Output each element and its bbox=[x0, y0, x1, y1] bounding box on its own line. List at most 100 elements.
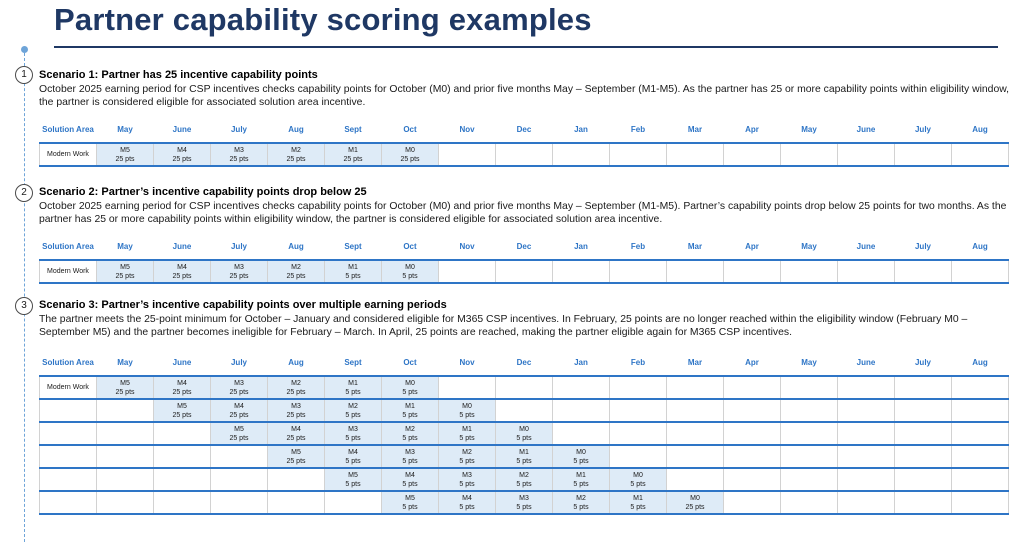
empty-cell bbox=[780, 376, 838, 400]
empty-cell bbox=[780, 422, 838, 446]
solution-area-cell bbox=[39, 491, 97, 515]
period-label: M1 bbox=[348, 379, 358, 387]
empty-cell bbox=[495, 143, 553, 167]
scenario-1-number: 1 bbox=[15, 66, 33, 84]
points-cell: M5 5 pts bbox=[381, 491, 439, 515]
column-header-month: Dec bbox=[495, 118, 553, 144]
points-value: 5 pts bbox=[630, 503, 646, 511]
points-value: 5 pts bbox=[459, 503, 475, 511]
column-header-month: June bbox=[153, 351, 211, 377]
empty-cell bbox=[153, 491, 211, 515]
empty-cell bbox=[552, 376, 610, 400]
empty-cell bbox=[837, 260, 895, 284]
empty-cell bbox=[666, 399, 724, 423]
points-cell: M5 25 pts bbox=[96, 260, 154, 284]
empty-cell bbox=[96, 491, 154, 515]
empty-cell bbox=[780, 491, 838, 515]
empty-cell bbox=[837, 445, 895, 469]
column-header-month: July bbox=[894, 351, 952, 377]
points-cell: M2 5 pts bbox=[381, 422, 439, 446]
points-cell: M3 25 pts bbox=[267, 399, 325, 423]
column-header-month: May bbox=[780, 235, 838, 261]
column-header-month: July bbox=[210, 118, 268, 144]
points-value: 25 pts bbox=[400, 155, 420, 163]
period-label: M1 bbox=[576, 471, 586, 479]
points-value: 5 pts bbox=[402, 411, 418, 419]
points-cell: M2 5 pts bbox=[324, 399, 382, 423]
period-label: M4 bbox=[234, 402, 244, 410]
points-value: 5 pts bbox=[402, 388, 418, 396]
empty-cell bbox=[210, 445, 268, 469]
table-row: M5 25 pts M4 25 pts M3 25 pts M2 5 pts M1 5 pts M0… bbox=[39, 399, 1009, 423]
column-header-month: Jan bbox=[552, 235, 610, 261]
column-header-month: May bbox=[780, 118, 838, 144]
column-header-month: Apr bbox=[723, 235, 781, 261]
empty-cell bbox=[495, 260, 553, 284]
column-header-month: Aug bbox=[951, 351, 1009, 377]
points-cell: M4 5 pts bbox=[324, 445, 382, 469]
points-value: 25 pts bbox=[685, 503, 705, 511]
points-cell: M5 25 pts bbox=[153, 399, 211, 423]
empty-cell bbox=[666, 376, 724, 400]
points-value: 25 pts bbox=[172, 411, 192, 419]
period-label: M5 bbox=[405, 494, 415, 502]
column-header-month: Mar bbox=[666, 118, 724, 144]
points-cell: M0 5 pts bbox=[495, 422, 553, 446]
points-cell: M5 25 pts bbox=[267, 445, 325, 469]
empty-cell bbox=[837, 376, 895, 400]
period-label: M5 bbox=[120, 146, 130, 154]
period-label: M1 bbox=[348, 263, 358, 271]
points-value: 5 pts bbox=[345, 480, 361, 488]
empty-cell bbox=[723, 143, 781, 167]
empty-cell bbox=[837, 143, 895, 167]
period-label: M1 bbox=[348, 146, 358, 154]
points-cell: M0 25 pts bbox=[381, 143, 439, 167]
empty-cell bbox=[780, 399, 838, 423]
points-cell: M0 5 pts bbox=[438, 399, 496, 423]
points-value: 25 pts bbox=[115, 272, 135, 280]
period-label: M0 bbox=[462, 402, 472, 410]
scenario-3-table: Solution Area May June July Aug Sept Oct Nov Dec… bbox=[39, 351, 1009, 515]
column-header-month: Apr bbox=[723, 351, 781, 377]
scenario-1-heading: Scenario 1: Partner has 25 incentive cap… bbox=[39, 69, 318, 81]
table-row: M5 5 pts M4 5 pts M3 5 pts M2 5 pts M1 5 pts M0 25 … bbox=[39, 491, 1009, 515]
column-header-solution-area: Solution Area bbox=[39, 351, 97, 377]
empty-cell bbox=[438, 376, 496, 400]
points-value: 5 pts bbox=[573, 480, 589, 488]
points-value: 25 pts bbox=[286, 434, 306, 442]
solution-area-cell bbox=[39, 422, 97, 446]
points-value: 25 pts bbox=[172, 388, 192, 396]
empty-cell bbox=[894, 260, 952, 284]
period-label: M3 bbox=[291, 402, 301, 410]
empty-cell bbox=[951, 399, 1009, 423]
points-value: 25 pts bbox=[286, 411, 306, 419]
points-cell: M1 5 pts bbox=[552, 468, 610, 492]
points-value: 25 pts bbox=[229, 411, 249, 419]
points-value: 5 pts bbox=[402, 503, 418, 511]
period-label: M0 bbox=[633, 471, 643, 479]
points-cell: M3 25 pts bbox=[210, 143, 268, 167]
points-cell: M3 5 pts bbox=[438, 468, 496, 492]
column-header-month: Nov bbox=[438, 351, 496, 377]
points-value: 5 pts bbox=[345, 434, 361, 442]
period-label: M1 bbox=[405, 402, 415, 410]
column-header-month: June bbox=[837, 351, 895, 377]
points-cell: M2 5 pts bbox=[552, 491, 610, 515]
period-label: M2 bbox=[348, 402, 358, 410]
empty-cell bbox=[894, 445, 952, 469]
points-value: 25 pts bbox=[229, 272, 249, 280]
solution-area-cell: Modern Work bbox=[39, 260, 97, 284]
points-cell: M0 5 pts bbox=[381, 260, 439, 284]
points-cell: M2 25 pts bbox=[267, 376, 325, 400]
empty-cell bbox=[552, 399, 610, 423]
empty-cell bbox=[267, 491, 325, 515]
period-label: M4 bbox=[462, 494, 472, 502]
empty-cell bbox=[951, 260, 1009, 284]
column-header-month: Apr bbox=[723, 118, 781, 144]
table-header-row: Solution Area May June July Aug Sept Oct Nov Dec… bbox=[39, 351, 1009, 377]
period-label: M0 bbox=[405, 263, 415, 271]
column-header-month: Oct bbox=[381, 235, 439, 261]
period-label: M0 bbox=[576, 448, 586, 456]
scenario-3-heading: Scenario 3: Partner’s incentive capabili… bbox=[39, 299, 447, 311]
column-header-month: Dec bbox=[495, 235, 553, 261]
